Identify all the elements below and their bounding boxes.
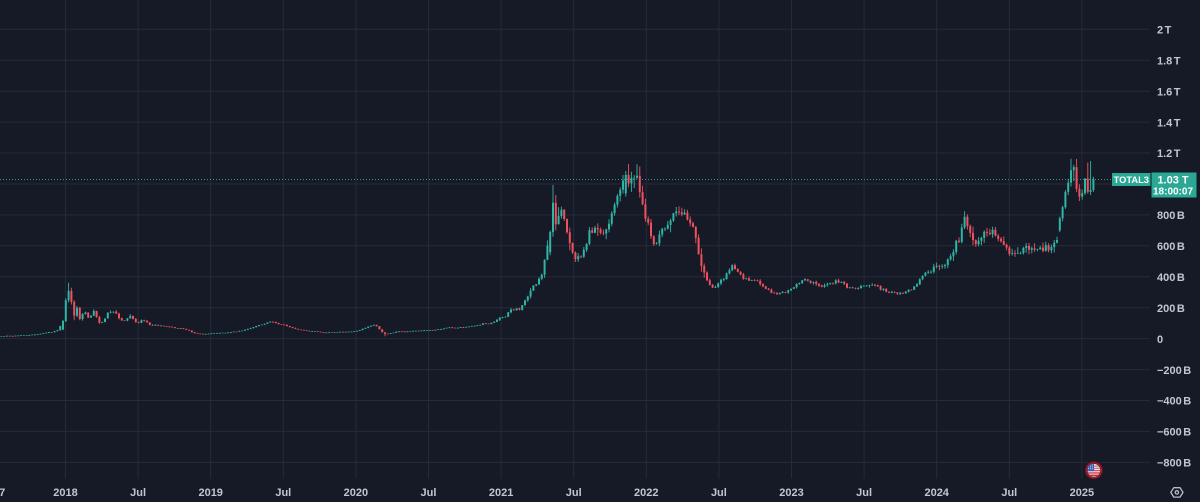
svg-text:Jul: Jul xyxy=(566,487,582,499)
svg-text:Jul: Jul xyxy=(856,487,872,499)
svg-text:1.6T: 1.6 T xyxy=(1157,86,1181,98)
svg-text:Jul: Jul xyxy=(275,487,291,499)
svg-text:2019: 2019 xyxy=(198,487,222,499)
svg-text:2022: 2022 xyxy=(634,487,658,499)
svg-text:2024: 2024 xyxy=(924,487,949,499)
svg-text:1.4T: 1.4 T xyxy=(1157,117,1181,129)
svg-text:1.03 T: 1.03 T xyxy=(1157,175,1188,187)
svg-text:2025: 2025 xyxy=(1070,487,1094,499)
svg-text:Jul: Jul xyxy=(421,487,437,499)
svg-text:2023: 2023 xyxy=(779,487,803,499)
svg-text:2T: 2T xyxy=(1157,25,1172,37)
svg-text:TOTAL3: TOTAL3 xyxy=(1114,175,1149,185)
svg-text:Jul: Jul xyxy=(711,487,727,499)
svg-text:2020: 2020 xyxy=(344,487,368,499)
svg-text:2021: 2021 xyxy=(489,487,513,499)
svg-text:18:00:07: 18:00:07 xyxy=(1153,187,1193,198)
svg-text:2018: 2018 xyxy=(53,487,77,499)
svg-text:Jul: Jul xyxy=(130,487,146,499)
svg-text:1.2T: 1.2 T xyxy=(1157,148,1181,160)
svg-text:1.8T: 1.8 T xyxy=(1157,55,1181,67)
svg-text:0: 0 xyxy=(1157,334,1163,346)
svg-text:Jul: Jul xyxy=(1001,487,1017,499)
svg-text:2017: 2017 xyxy=(0,487,5,499)
